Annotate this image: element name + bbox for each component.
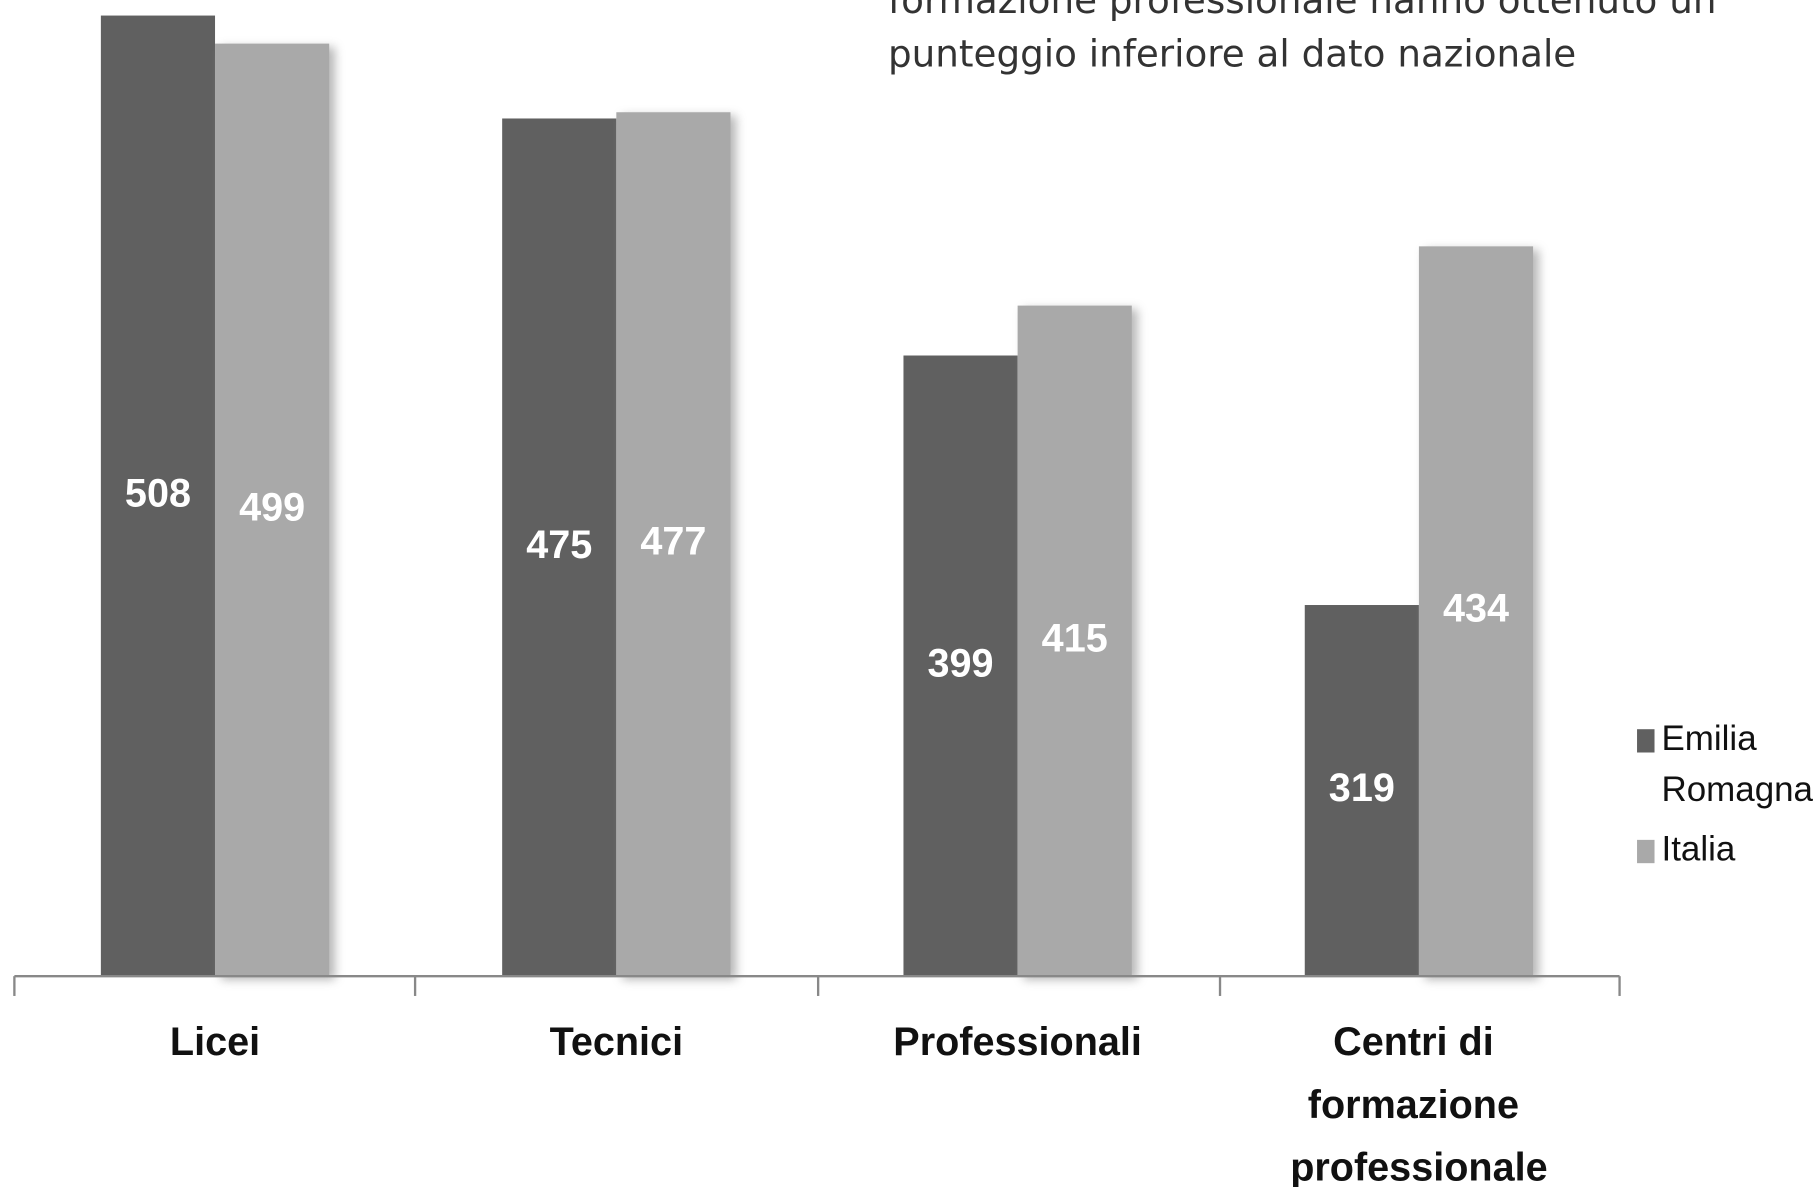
data-label: 434 <box>1443 587 1509 631</box>
x-tick-label: Tecnici <box>550 1020 684 1064</box>
data-label: 415 <box>1042 616 1108 660</box>
bar <box>215 43 330 977</box>
data-label: 477 <box>640 520 706 564</box>
data-label: 499 <box>239 485 305 529</box>
plot-area: 508 499 475 477 399 415 319 434 <box>100 15 1539 980</box>
bar <box>1017 305 1132 977</box>
legend-swatch <box>1637 729 1655 753</box>
legend-label: Italia <box>1662 830 1736 869</box>
data-label: 475 <box>526 523 592 567</box>
legend-swatch <box>1637 839 1655 864</box>
bar <box>903 355 1018 977</box>
bar <box>1304 605 1419 977</box>
bar <box>502 118 617 977</box>
x-tick-label: Centri di formazione professionale <box>1290 1020 1547 1187</box>
x-tick-label: Professionali <box>893 1020 1142 1064</box>
bar <box>1418 246 1534 977</box>
x-tick-label: Licei <box>170 1020 260 1064</box>
data-label: 508 <box>125 471 191 515</box>
annotation: formazione professionale hanno ottenuto … <box>888 0 1716 22</box>
bar <box>616 112 731 977</box>
data-label: 319 <box>1329 766 1395 810</box>
bar <box>100 15 216 977</box>
data-label: 399 <box>928 641 994 685</box>
annotation: punteggio inferiore al dato nazionale <box>888 31 1576 75</box>
legend-label: Emilia Romagna <box>1662 719 1814 809</box>
